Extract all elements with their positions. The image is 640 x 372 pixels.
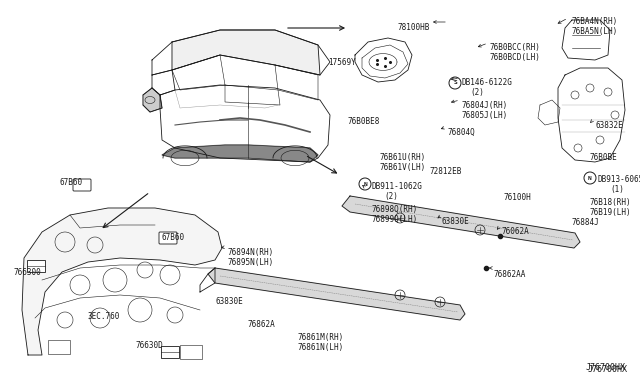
Text: 63830E: 63830E bbox=[216, 297, 244, 306]
FancyBboxPatch shape bbox=[48, 340, 70, 354]
Ellipse shape bbox=[145, 96, 155, 103]
FancyBboxPatch shape bbox=[161, 346, 179, 358]
Text: DB146-6122G: DB146-6122G bbox=[462, 78, 513, 87]
Text: 76B61U(RH): 76B61U(RH) bbox=[380, 153, 426, 162]
Text: 76898Q(RH): 76898Q(RH) bbox=[372, 205, 419, 214]
Text: 72812EB: 72812EB bbox=[430, 167, 462, 176]
Polygon shape bbox=[143, 88, 162, 112]
Text: 76630D: 76630D bbox=[136, 341, 164, 350]
Text: 76B0BCD(LH): 76B0BCD(LH) bbox=[490, 53, 541, 62]
Text: (2): (2) bbox=[384, 192, 398, 201]
Text: 67B60: 67B60 bbox=[60, 178, 83, 187]
Text: 76B18(RH): 76B18(RH) bbox=[590, 198, 632, 207]
Text: 3EC.760: 3EC.760 bbox=[88, 312, 120, 321]
FancyBboxPatch shape bbox=[73, 179, 91, 191]
Text: 76895N(LH): 76895N(LH) bbox=[228, 258, 275, 267]
Text: 76899Q(LH): 76899Q(LH) bbox=[372, 215, 419, 224]
Text: J76700HX: J76700HX bbox=[586, 363, 626, 372]
Text: 76884J: 76884J bbox=[572, 218, 600, 227]
Text: 76862AA: 76862AA bbox=[494, 270, 526, 279]
Text: 76B0BCC(RH): 76B0BCC(RH) bbox=[490, 43, 541, 52]
Text: 76100H: 76100H bbox=[504, 193, 532, 202]
Text: 67B60: 67B60 bbox=[162, 233, 185, 242]
Text: 17569Y: 17569Y bbox=[328, 58, 356, 67]
Text: 76062A: 76062A bbox=[502, 227, 530, 236]
Text: DB913-6065A: DB913-6065A bbox=[598, 175, 640, 184]
Text: J76700HX: J76700HX bbox=[588, 365, 628, 372]
Text: (1): (1) bbox=[610, 185, 624, 194]
Text: 76B19(LH): 76B19(LH) bbox=[590, 208, 632, 217]
Text: 76B0BE8: 76B0BE8 bbox=[348, 117, 380, 126]
Polygon shape bbox=[208, 268, 465, 320]
Text: 78100HB: 78100HB bbox=[398, 23, 430, 32]
Text: 76B0BE: 76B0BE bbox=[590, 153, 618, 162]
Text: N: N bbox=[588, 176, 592, 180]
FancyBboxPatch shape bbox=[27, 260, 45, 272]
Text: 76B61V(LH): 76B61V(LH) bbox=[380, 163, 426, 172]
Text: S: S bbox=[453, 80, 457, 86]
FancyBboxPatch shape bbox=[159, 232, 177, 244]
Text: 76805J(LH): 76805J(LH) bbox=[462, 111, 508, 120]
Text: DB911-1062G: DB911-1062G bbox=[372, 182, 423, 191]
Text: (2): (2) bbox=[470, 88, 484, 97]
FancyBboxPatch shape bbox=[180, 345, 202, 359]
Text: 63832E: 63832E bbox=[595, 121, 623, 130]
Text: 76804J(RH): 76804J(RH) bbox=[462, 101, 508, 110]
Text: 76862A: 76862A bbox=[248, 320, 276, 329]
Polygon shape bbox=[342, 196, 580, 248]
Text: N: N bbox=[363, 182, 367, 186]
Polygon shape bbox=[162, 145, 318, 162]
Text: 63830E: 63830E bbox=[442, 217, 470, 226]
Text: 766300: 766300 bbox=[14, 268, 42, 277]
Text: 76861N(LH): 76861N(LH) bbox=[298, 343, 344, 352]
Polygon shape bbox=[22, 208, 222, 355]
Text: 76804Q: 76804Q bbox=[448, 128, 476, 137]
Text: 76BA4N(RH): 76BA4N(RH) bbox=[572, 17, 618, 26]
Text: 76861M(RH): 76861M(RH) bbox=[298, 333, 344, 342]
Text: 76BA5N(LH): 76BA5N(LH) bbox=[572, 27, 618, 36]
Polygon shape bbox=[172, 30, 320, 75]
Text: 76894N(RH): 76894N(RH) bbox=[228, 248, 275, 257]
